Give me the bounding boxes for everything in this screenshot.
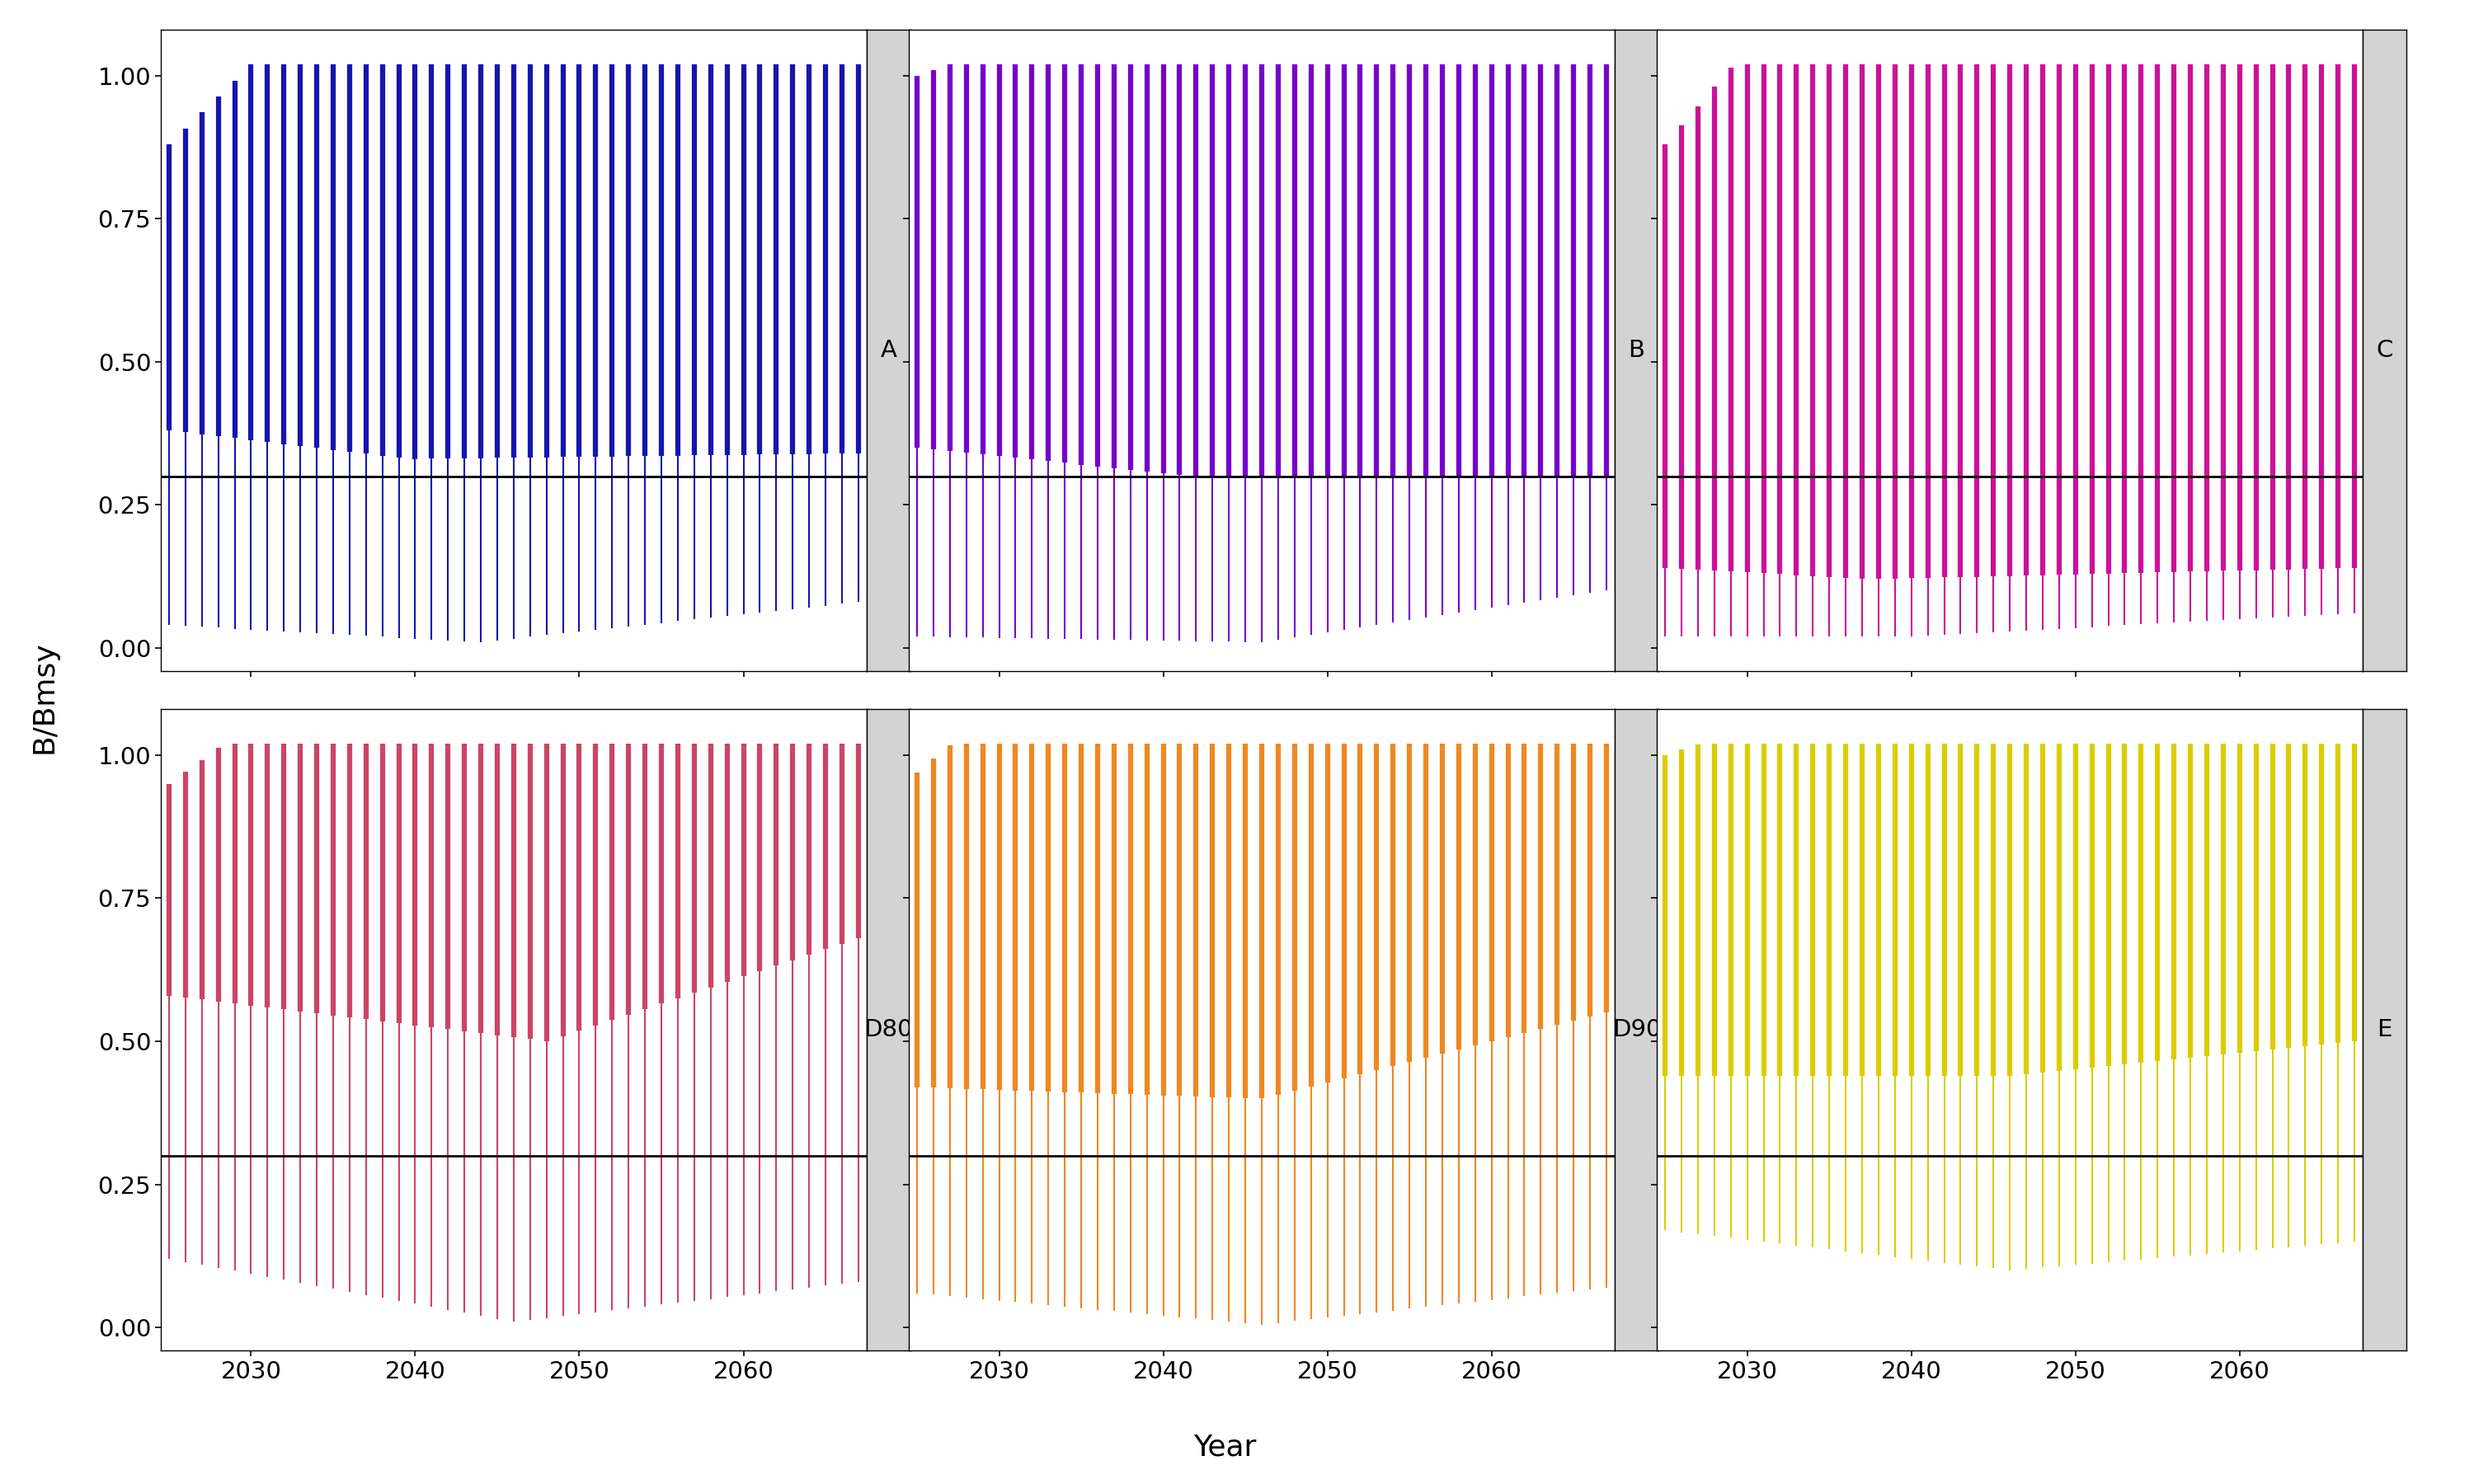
- Text: Year: Year: [1192, 1434, 1257, 1460]
- Text: B/Bmsy: B/Bmsy: [30, 641, 59, 754]
